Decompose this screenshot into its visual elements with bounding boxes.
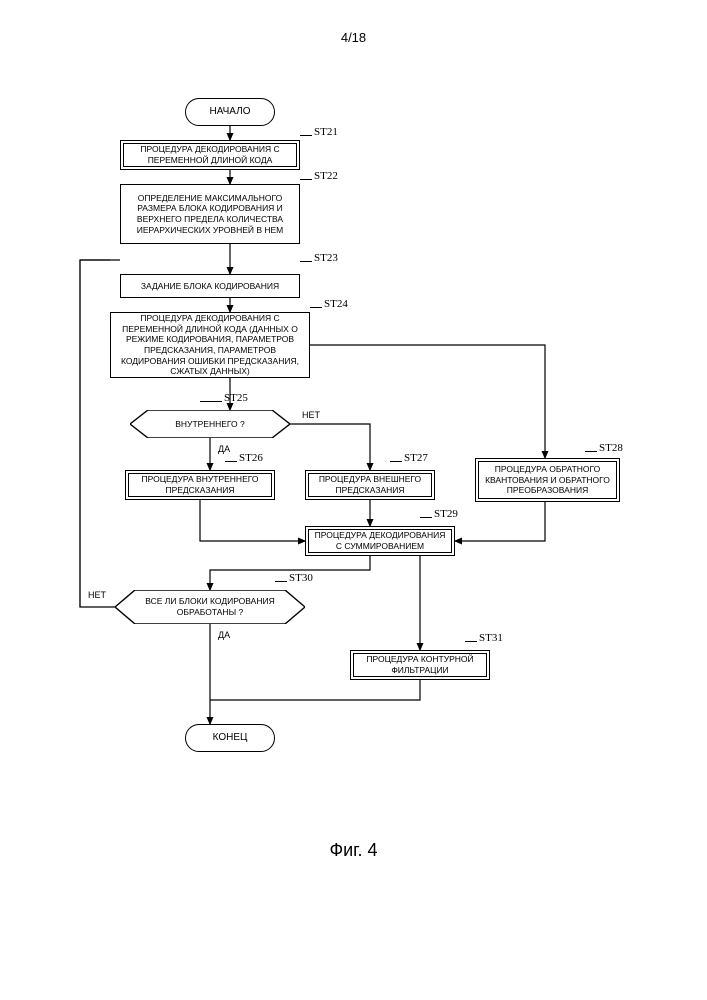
page-number: 4/18: [341, 30, 366, 45]
process-st29: ПРОЦЕДУРА ДЕКОДИРОВАНИЯ С СУММИРОВАНИЕМ: [305, 526, 455, 556]
process-st21: ПРОЦЕДУРА ДЕКОДИРОВАНИЯ С ПЕРЕМЕННОЙ ДЛИ…: [120, 140, 300, 170]
st23-text: ЗАДАНИЕ БЛОКА КОДИРОВАНИЯ: [141, 281, 279, 292]
st30-yes: ДА: [218, 630, 230, 640]
terminator-end: КОНЕЦ: [185, 724, 275, 752]
st31-text: ПРОЦЕДУРА КОНТУРНОЙ ФИЛЬТРАЦИИ: [356, 654, 484, 675]
terminator-start: НАЧАЛО: [185, 98, 275, 126]
st25-yes: ДА: [218, 444, 230, 454]
figure-caption: Фиг. 4: [329, 840, 377, 861]
label-st23: ST23: [314, 252, 338, 264]
process-st31: ПРОЦЕДУРА КОНТУРНОЙ ФИЛЬТРАЦИИ: [350, 650, 490, 680]
st24-text: ПРОЦЕДУРА ДЕКОДИРОВАНИЯ С ПЕРЕМЕННОЙ ДЛИ…: [115, 313, 305, 377]
label-st24: ST24: [324, 298, 348, 310]
label-st31: ST31: [479, 632, 503, 644]
st21-text: ПРОЦЕДУРА ДЕКОДИРОВАНИЯ С ПЕРЕМЕННОЙ ДЛИ…: [126, 144, 294, 165]
label-st25: ST25: [224, 392, 248, 404]
label-st27: ST27: [404, 452, 428, 464]
st27-text: ПРОЦЕДУРА ВНЕШНЕГО ПРЕДСКАЗАНИЯ: [311, 474, 429, 495]
label-st26: ST26: [239, 452, 263, 464]
label-st21: ST21: [314, 126, 338, 138]
label-st30: ST30: [289, 572, 313, 584]
st28-text: ПРОЦЕДУРА ОБРАТНОГО КВАНТОВАНИЯ И ОБРАТН…: [481, 464, 614, 496]
flowchart-canvas: НАЧАЛО КОНЕЦ ПРОЦЕДУРА ДЕКОДИРОВАНИЯ С П…: [0, 80, 707, 930]
st25-no: НЕТ: [302, 410, 320, 420]
start-label: НАЧАЛО: [209, 106, 250, 119]
st26-text: ПРОЦЕДУРА ВНУТРЕННЕГО ПРЕДСКАЗАНИЯ: [131, 474, 269, 495]
process-st24: ПРОЦЕДУРА ДЕКОДИРОВАНИЯ С ПЕРЕМЕННОЙ ДЛИ…: [110, 312, 310, 378]
decision-st30: ВСЕ ЛИ БЛОКИ КОДИРОВАНИЯ ОБРАБОТАНЫ ?: [115, 590, 305, 624]
st25-text: ВНУТРЕННЕГО ?: [175, 419, 245, 430]
label-st22: ST22: [314, 170, 338, 182]
process-st28: ПРОЦЕДУРА ОБРАТНОГО КВАНТОВАНИЯ И ОБРАТН…: [475, 458, 620, 502]
st30-text: ВСЕ ЛИ БЛОКИ КОДИРОВАНИЯ ОБРАБОТАНЫ ?: [133, 596, 287, 617]
flow-arrows: [0, 80, 707, 930]
st22-text: ОПРЕДЕЛЕНИЕ МАКСИМАЛЬНОГО РАЗМЕРА БЛОКА …: [125, 193, 295, 236]
process-st23: ЗАДАНИЕ БЛОКА КОДИРОВАНИЯ: [120, 274, 300, 298]
label-st29: ST29: [434, 508, 458, 520]
st29-text: ПРОЦЕДУРА ДЕКОДИРОВАНИЯ С СУММИРОВАНИЕМ: [311, 530, 449, 551]
label-st28: ST28: [599, 442, 623, 454]
end-label: КОНЕЦ: [213, 732, 248, 745]
process-st26: ПРОЦЕДУРА ВНУТРЕННЕГО ПРЕДСКАЗАНИЯ: [125, 470, 275, 500]
decision-st25: ВНУТРЕННЕГО ?: [130, 410, 290, 438]
st30-no: НЕТ: [88, 590, 106, 600]
process-st22: ОПРЕДЕЛЕНИЕ МАКСИМАЛЬНОГО РАЗМЕРА БЛОКА …: [120, 184, 300, 244]
process-st27: ПРОЦЕДУРА ВНЕШНЕГО ПРЕДСКАЗАНИЯ: [305, 470, 435, 500]
